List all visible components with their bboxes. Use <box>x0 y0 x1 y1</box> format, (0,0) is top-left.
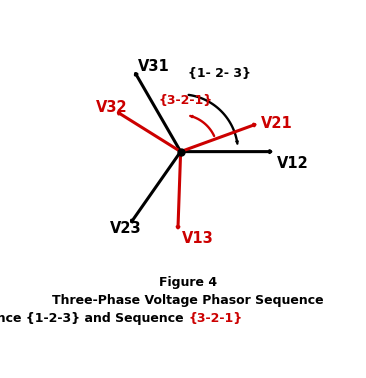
Text: {1- 2- 3}: {1- 2- 3} <box>188 67 251 81</box>
Text: V32: V32 <box>96 100 128 115</box>
Text: V31: V31 <box>138 59 170 74</box>
Text: Figure 4: Figure 4 <box>158 276 217 289</box>
Text: Three-Phase Voltage Phasor Sequence: Three-Phase Voltage Phasor Sequence <box>52 294 324 307</box>
Text: V13: V13 <box>182 231 213 246</box>
Text: {3-2-1}: {3-2-1} <box>188 312 242 325</box>
Text: V23: V23 <box>110 221 142 235</box>
Text: V21: V21 <box>261 116 292 131</box>
Text: {3-2-1}: {3-2-1} <box>158 94 212 107</box>
Text: Sequence {1-2-3} and Sequence: Sequence {1-2-3} and Sequence <box>0 312 188 325</box>
Text: V12: V12 <box>277 156 309 171</box>
